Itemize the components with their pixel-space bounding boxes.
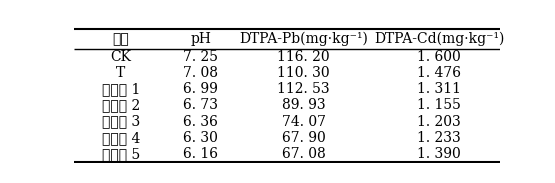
Text: 处理: 处理 [113, 32, 129, 46]
Text: 7. 08: 7. 08 [183, 66, 218, 80]
Text: 110. 30: 110. 30 [278, 66, 330, 80]
Text: DTPA-Cd(mg·kg⁻¹): DTPA-Cd(mg·kg⁻¹) [374, 32, 504, 46]
Text: 1. 155: 1. 155 [417, 98, 461, 112]
Text: 1. 311: 1. 311 [417, 82, 461, 96]
Text: 6. 30: 6. 30 [183, 131, 218, 145]
Text: 实施例 1: 实施例 1 [102, 82, 140, 96]
Text: 74. 07: 74. 07 [282, 115, 326, 129]
Text: CK: CK [110, 50, 132, 64]
Text: 1. 600: 1. 600 [417, 50, 461, 64]
Text: 67. 90: 67. 90 [282, 131, 326, 145]
Text: 6. 73: 6. 73 [183, 98, 218, 112]
Text: 实施例 3: 实施例 3 [102, 115, 140, 129]
Text: 112. 53: 112. 53 [278, 82, 330, 96]
Text: 6. 99: 6. 99 [183, 82, 218, 96]
Text: T: T [117, 66, 125, 80]
Text: 1. 203: 1. 203 [417, 115, 461, 129]
Text: 116. 20: 116. 20 [278, 50, 330, 64]
Text: 7. 25: 7. 25 [183, 50, 218, 64]
Text: 实施例 2: 实施例 2 [102, 98, 140, 112]
Text: 1. 476: 1. 476 [417, 66, 461, 80]
Text: 89. 93: 89. 93 [282, 98, 326, 112]
Text: 实施例 4: 实施例 4 [102, 131, 140, 145]
Text: 6. 36: 6. 36 [183, 115, 218, 129]
Text: 实施例 5: 实施例 5 [102, 147, 140, 161]
Text: 1. 233: 1. 233 [417, 131, 461, 145]
Text: DTPA-Pb(mg·kg⁻¹): DTPA-Pb(mg·kg⁻¹) [239, 32, 368, 46]
Text: 6. 16: 6. 16 [183, 147, 218, 161]
Text: 1. 390: 1. 390 [417, 147, 461, 161]
Text: pH: pH [190, 32, 211, 46]
Text: 67. 08: 67. 08 [282, 147, 326, 161]
